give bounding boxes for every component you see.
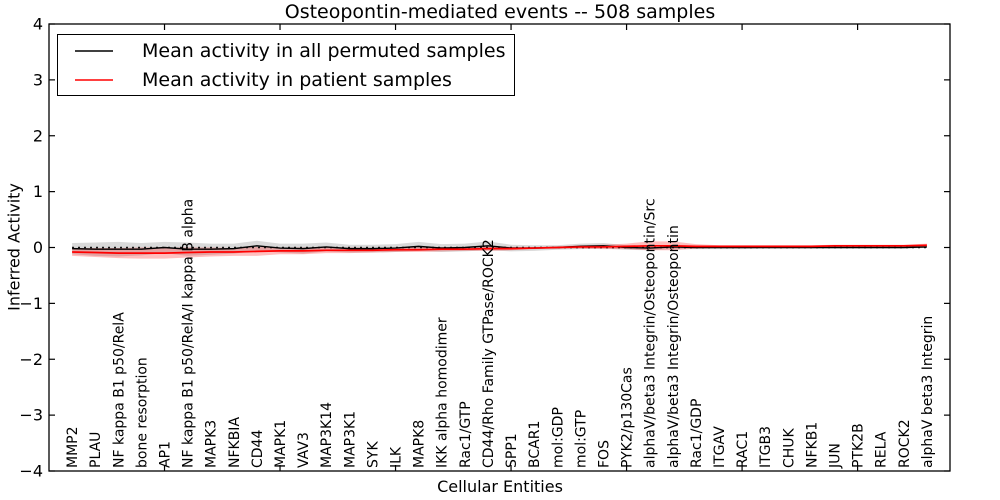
x-category-label: NFKB1 [804,422,820,468]
legend-entry-permuted: Mean activity in all permuted samples [75,38,514,64]
permuted-line-swatch-icon [75,49,113,52]
x-category-label: mol:GDP [550,407,566,468]
y-tick-label: −2 [19,350,43,369]
x-category-label: VAV3 [296,432,312,468]
x-category-label: NF kappa B1 p50/RelA [111,312,127,468]
x-category-label: ITGB3 [758,426,774,468]
x-category-label: NF kappa B1 p50/RelA/I kappa B alpha [181,199,197,468]
x-category-label: CHUK [781,427,797,468]
x-category-label: CD44/Rho Family GTPase/ROCK2 [481,239,497,468]
x-category-label: MAP3K1 [342,411,358,468]
y-tick-label: −4 [19,462,43,481]
x-category-label: PYK2/p130Cas [620,367,636,468]
x-category-label: RELA [874,431,890,468]
x-category-label: alphaV/beta3 Integrin/Osteopontin/Src [643,198,659,468]
x-category-label: SYK [365,441,381,468]
x-category-label: bone resorption [134,357,150,468]
x-category-label: alphaV/beta3 Integrin/Osteopontin [666,225,682,468]
x-category-label: MAPK8 [412,420,428,468]
x-category-label: PTK2B [851,423,867,468]
x-category-label: BCAR1 [527,421,543,468]
x-category-label: ITGAV [712,426,728,468]
x-category-label: RAC1 [735,431,751,468]
patient-mean-line [72,244,927,254]
x-category-label: JUN [828,443,844,469]
x-category-label: MMP2 [65,426,81,468]
x-category-label: MAPK3 [204,420,220,468]
x-category-label: FOS [597,440,613,468]
x-category-label: PLAU [88,432,104,468]
x-category-label: Rac1/GDP [689,399,705,468]
y-tick-label: −1 [19,294,43,313]
x-category-label: ILK [389,446,405,468]
y-tick-label: 3 [33,70,43,89]
x-category-label: MAP3K14 [319,402,335,468]
x-axis-label: Cellular Entities [437,477,563,496]
y-tick-label: 4 [33,15,43,34]
x-category-label: AP1 [158,441,174,468]
chart-title: Osteopontin-mediated events -- 508 sampl… [284,1,716,23]
permuted-mean-line [72,245,927,250]
x-category-label: IKK alpha homodimer [435,317,451,468]
y-tick-label: 2 [33,126,43,145]
x-category-label: CD44 [250,430,266,468]
x-category-label: mol:GTP [573,410,589,468]
y-tick-label: −3 [19,406,43,425]
x-category-label: alphaV beta3 Integrin [920,316,936,468]
legend-entry-patient: Mean activity in patient samples [75,67,514,93]
patient-line-swatch-icon [75,78,113,81]
legend-label-permuted: Mean activity in all permuted samples [142,39,506,62]
y-tick-label: 1 [33,182,43,201]
x-category-label: SPP1 [504,433,520,468]
x-category-label: MAPK1 [273,420,289,468]
y-tick-label: 0 [33,238,43,257]
legend-label-patient: Mean activity in patient samples [142,68,452,91]
legend: Mean activity in all permuted samples Me… [57,34,515,96]
x-category-label: Rac1/GTP [458,401,474,468]
x-category-label: ROCK2 [897,419,913,468]
x-category-label: NFKBIA [227,417,243,468]
